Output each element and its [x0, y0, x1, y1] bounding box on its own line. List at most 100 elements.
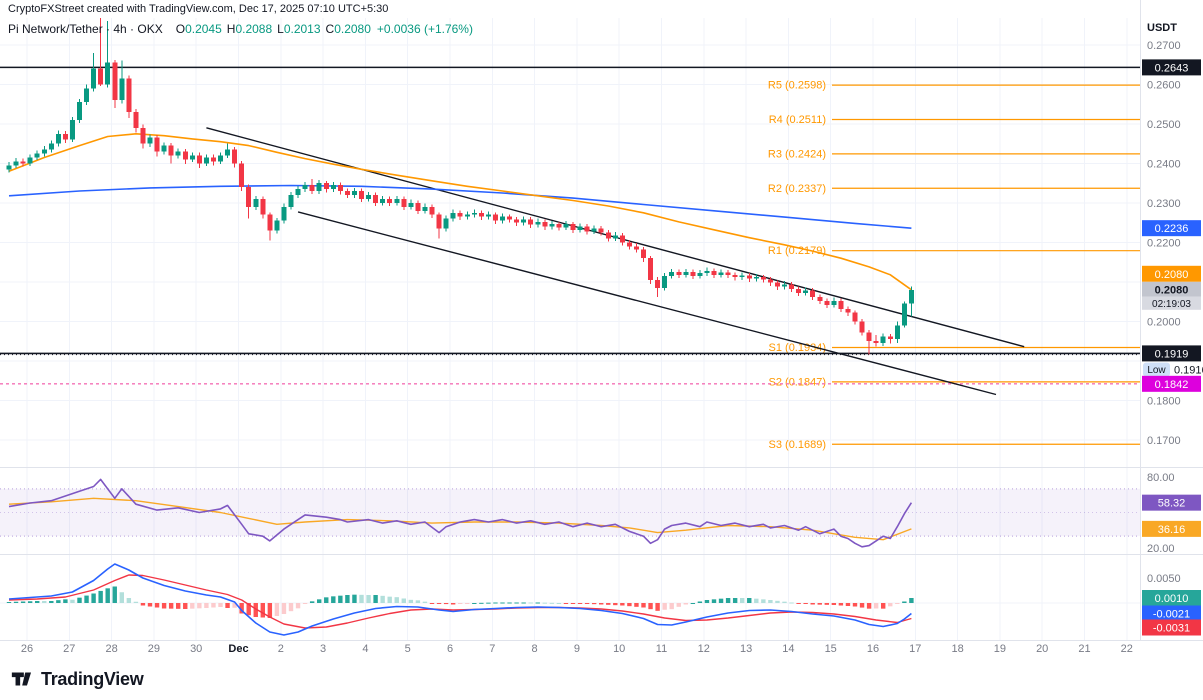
time-tick-label: 6	[447, 643, 453, 655]
macd-histogram-bar	[521, 602, 526, 604]
candle-body	[161, 145, 167, 152]
candle-body	[605, 232, 611, 239]
candle-body	[281, 206, 287, 221]
candle-body	[471, 212, 477, 215]
pivot-label: S3 (0.1689)	[769, 439, 826, 451]
macd-histogram-bar	[267, 603, 273, 618]
macd-histogram-bar	[634, 603, 639, 607]
price-badge-0.2236	[1142, 220, 1201, 237]
macd-tick-label: 0.0050	[1147, 573, 1181, 585]
macd-histogram-bar	[56, 600, 61, 603]
candle-body	[746, 275, 752, 279]
pivot-label: R5 (0.2598)	[768, 80, 826, 92]
candle-body	[429, 206, 435, 215]
macd-histogram-bar	[620, 603, 625, 606]
price-badge-value: 0.1842	[1155, 379, 1189, 391]
candle-body	[84, 88, 90, 103]
macd-histogram-bar	[648, 603, 653, 610]
candle-body	[591, 228, 597, 232]
price-axis[interactable]: USDT 0.2700 0.2600 0.2500 0.2400 0.2300 0.2200…	[1142, 22, 1203, 636]
candle-body	[91, 68, 97, 89]
candle-body	[803, 290, 809, 293]
macd-badge-value: 0.0010	[1155, 593, 1189, 605]
candle-body	[901, 303, 907, 326]
candle-body	[203, 157, 209, 164]
candle-body	[316, 183, 322, 192]
candle-body	[105, 62, 111, 85]
time-axis[interactable]: 26 27 28 29 30 Dec 2 3 4 5 6 7 8 9 10 11 12 13 14 15 16 17 18 1…	[21, 643, 1133, 655]
time-tick-label: 4	[362, 643, 368, 655]
rsi-line	[8, 478, 913, 548]
current-price-value: 0.2080	[1155, 284, 1189, 296]
symbol-title[interactable]: Pi Network/Tether · 4h · OKX	[8, 22, 163, 36]
candle-body	[189, 155, 195, 160]
price-tick-label: 0.2200	[1147, 237, 1181, 249]
candle-body	[697, 273, 703, 276]
macd-histogram-bar	[239, 603, 244, 614]
candle-body	[387, 198, 393, 203]
rsi-tick-label: 20.00	[1147, 543, 1175, 555]
candle-body	[619, 235, 625, 243]
candle-body	[408, 202, 414, 207]
chart-legend: Pi Network/Tether · 4h · OKX O0.2045 H0.20…	[8, 22, 473, 36]
macd-histogram-bar	[112, 586, 117, 603]
macd-histogram-bar	[302, 603, 308, 604]
macd-histogram-bar	[133, 601, 139, 603]
tradingview-brand-text[interactable]: TradingView	[41, 668, 144, 689]
macd-histogram-bar	[782, 601, 787, 603]
pivot-label: S2 (0.1847)	[769, 376, 826, 388]
macd-histogram-bar	[190, 603, 195, 609]
candle-body	[880, 336, 886, 344]
macd-histogram-bar	[535, 602, 540, 604]
candle-body	[725, 272, 731, 275]
low-chip	[1143, 362, 1170, 377]
macd-histogram-bar	[718, 598, 724, 603]
candle-body	[753, 277, 759, 279]
time-tick-label: 17	[909, 643, 921, 655]
macd-histogram-bar	[84, 595, 89, 603]
macd-histogram-bar	[599, 603, 604, 605]
macd-histogram-bar	[732, 598, 738, 603]
macd-histogram-bar	[768, 600, 773, 603]
time-tick-label: 13	[740, 643, 752, 655]
macd-pane[interactable]	[6, 563, 914, 636]
candle-body	[13, 161, 19, 166]
candle-body	[817, 296, 823, 301]
candle-body	[796, 289, 802, 293]
candle-body	[77, 102, 82, 120]
macd-histogram-bar	[690, 603, 696, 604]
candle-body	[366, 194, 372, 199]
macd-histogram-bar	[63, 599, 68, 603]
candle-body	[626, 242, 632, 247]
price-tick-label: 0.1700	[1147, 435, 1181, 447]
ma-slow-line	[8, 184, 912, 229]
low-chip-label: Low	[1147, 365, 1166, 376]
candle-body	[563, 224, 569, 228]
macd-histogram-bar	[443, 603, 449, 605]
candle-body	[908, 289, 914, 304]
tradingview-logo-icon[interactable]	[10, 667, 34, 691]
candle-body	[175, 151, 181, 156]
candle-body	[492, 214, 498, 221]
rsi-pane[interactable]	[8, 478, 913, 548]
macd-histogram-bar	[42, 601, 47, 603]
candle-body	[528, 219, 534, 225]
macd-histogram-bar	[486, 602, 491, 604]
macd-badge-0.0010	[1142, 590, 1201, 606]
macd-histogram-bar	[895, 603, 900, 604]
candle-body	[182, 151, 188, 160]
price-pane[interactable]	[6, 15, 914, 355]
candle-body	[598, 228, 604, 233]
candle-body	[443, 218, 449, 229]
candle-body	[380, 198, 386, 203]
time-tick-label: 28	[105, 643, 117, 655]
macd-histogram-bar	[852, 603, 858, 607]
candle-body	[831, 300, 837, 305]
macd-histogram-bar	[331, 596, 336, 603]
macd-histogram-bar	[866, 603, 872, 609]
macd-histogram-bar	[472, 603, 477, 604]
candle-body	[732, 274, 738, 278]
candle-body	[62, 133, 68, 140]
price-tick-label: 0.2700	[1147, 40, 1181, 52]
